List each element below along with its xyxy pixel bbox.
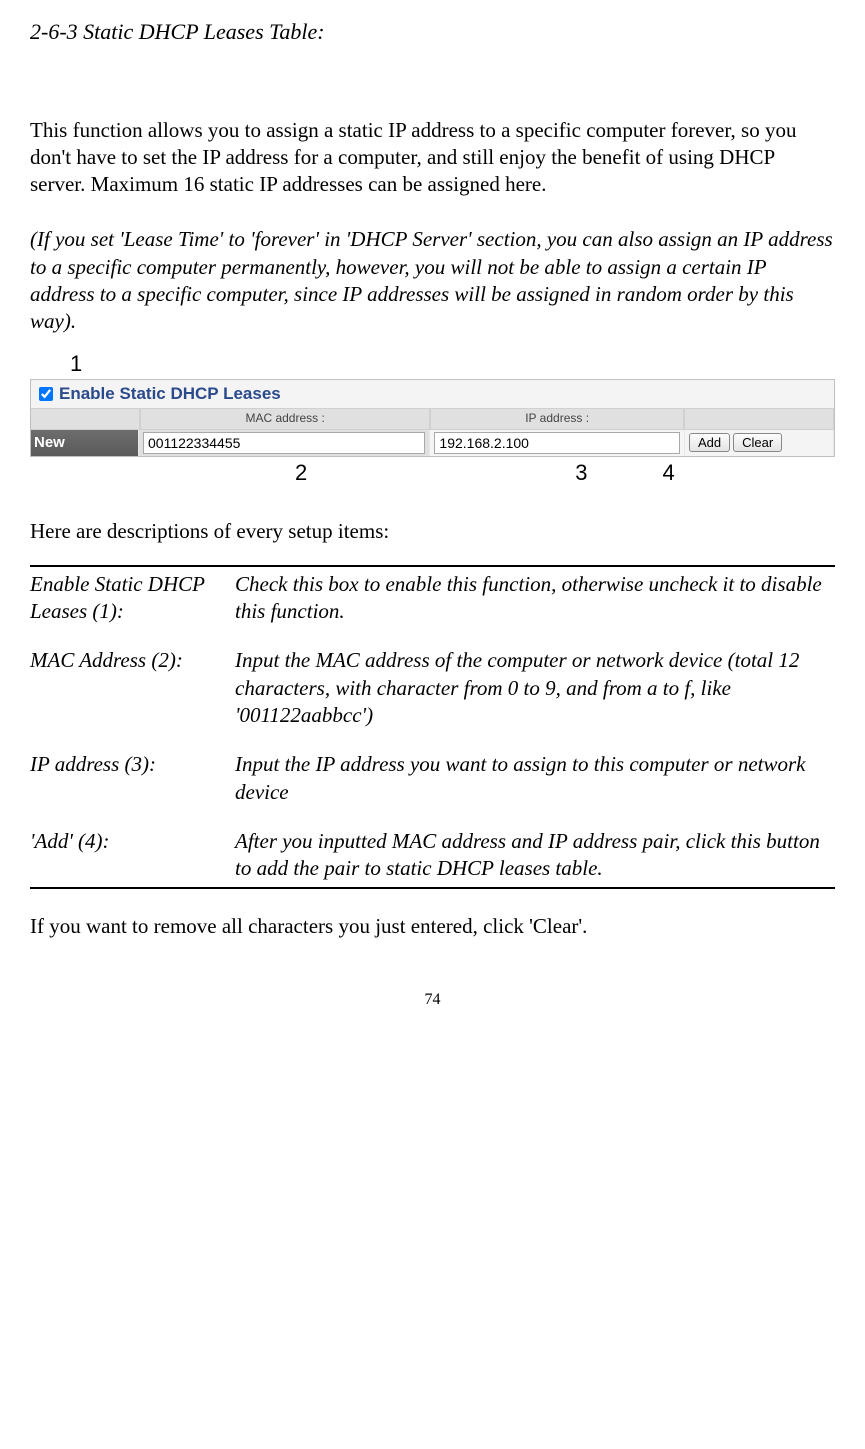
desc-row: Enable Static DHCP Leases (1): Check thi… [30, 571, 835, 626]
new-entry-label: New [31, 430, 139, 456]
intro-paragraph: This function allows you to assign a sta… [30, 117, 835, 199]
dhcp-table-input-row: New Add Clear [31, 430, 834, 456]
header-spacer-left [31, 408, 140, 430]
desc-label: 'Add' (4): [30, 828, 235, 883]
enable-static-dhcp-label: Enable Static DHCP Leases [59, 383, 281, 405]
desc-label: Enable Static DHCP Leases (1): [30, 571, 235, 626]
add-button[interactable]: Add [689, 433, 730, 452]
desc-row: 'Add' (4): After you inputted MAC addres… [30, 828, 835, 883]
desc-value: After you inputted MAC address and IP ad… [235, 828, 835, 883]
descriptions-intro: Here are descriptions of every setup ite… [30, 518, 835, 545]
callout-1: 1 [70, 350, 835, 379]
section-title: 2-6-3 Static DHCP Leases Table: [30, 18, 835, 47]
desc-label: IP address (3): [30, 751, 235, 806]
header-spacer-right [684, 408, 834, 430]
page-number: 74 [30, 990, 835, 1011]
desc-row: IP address (3): Input the IP address you… [30, 751, 835, 806]
note-paragraph: (If you set 'Lease Time' to 'forever' in… [30, 226, 835, 335]
enable-static-dhcp-checkbox[interactable] [39, 387, 53, 401]
enable-static-dhcp-row: Enable Static DHCP Leases [31, 380, 834, 408]
descriptions-table: Enable Static DHCP Leases (1): Check thi… [30, 565, 835, 889]
ip-address-header: IP address : [430, 408, 684, 430]
desc-label: MAC Address (2): [30, 647, 235, 729]
desc-value: Input the IP address you want to assign … [235, 751, 835, 806]
callout-2: 2 [295, 459, 307, 488]
mac-address-input[interactable] [143, 432, 425, 454]
callout-4: 4 [663, 459, 675, 488]
desc-value: Input the MAC address of the computer or… [235, 647, 835, 729]
footer-note: If you want to remove all characters you… [30, 913, 835, 940]
screenshot-callout-wrap: 1 Enable Static DHCP Leases MAC address … [30, 350, 835, 488]
desc-value: Check this box to enable this function, … [235, 571, 835, 626]
callout-3: 3 [575, 459, 587, 488]
router-ui-screenshot: Enable Static DHCP Leases MAC address : … [30, 379, 835, 457]
callouts-below: 2 3 4 [30, 459, 835, 488]
mac-address-header: MAC address : [140, 408, 430, 430]
dhcp-table-header-row: MAC address : IP address : [31, 408, 834, 430]
desc-row: MAC Address (2): Input the MAC address o… [30, 647, 835, 729]
clear-button[interactable]: Clear [733, 433, 782, 452]
ip-address-input[interactable] [434, 432, 680, 454]
